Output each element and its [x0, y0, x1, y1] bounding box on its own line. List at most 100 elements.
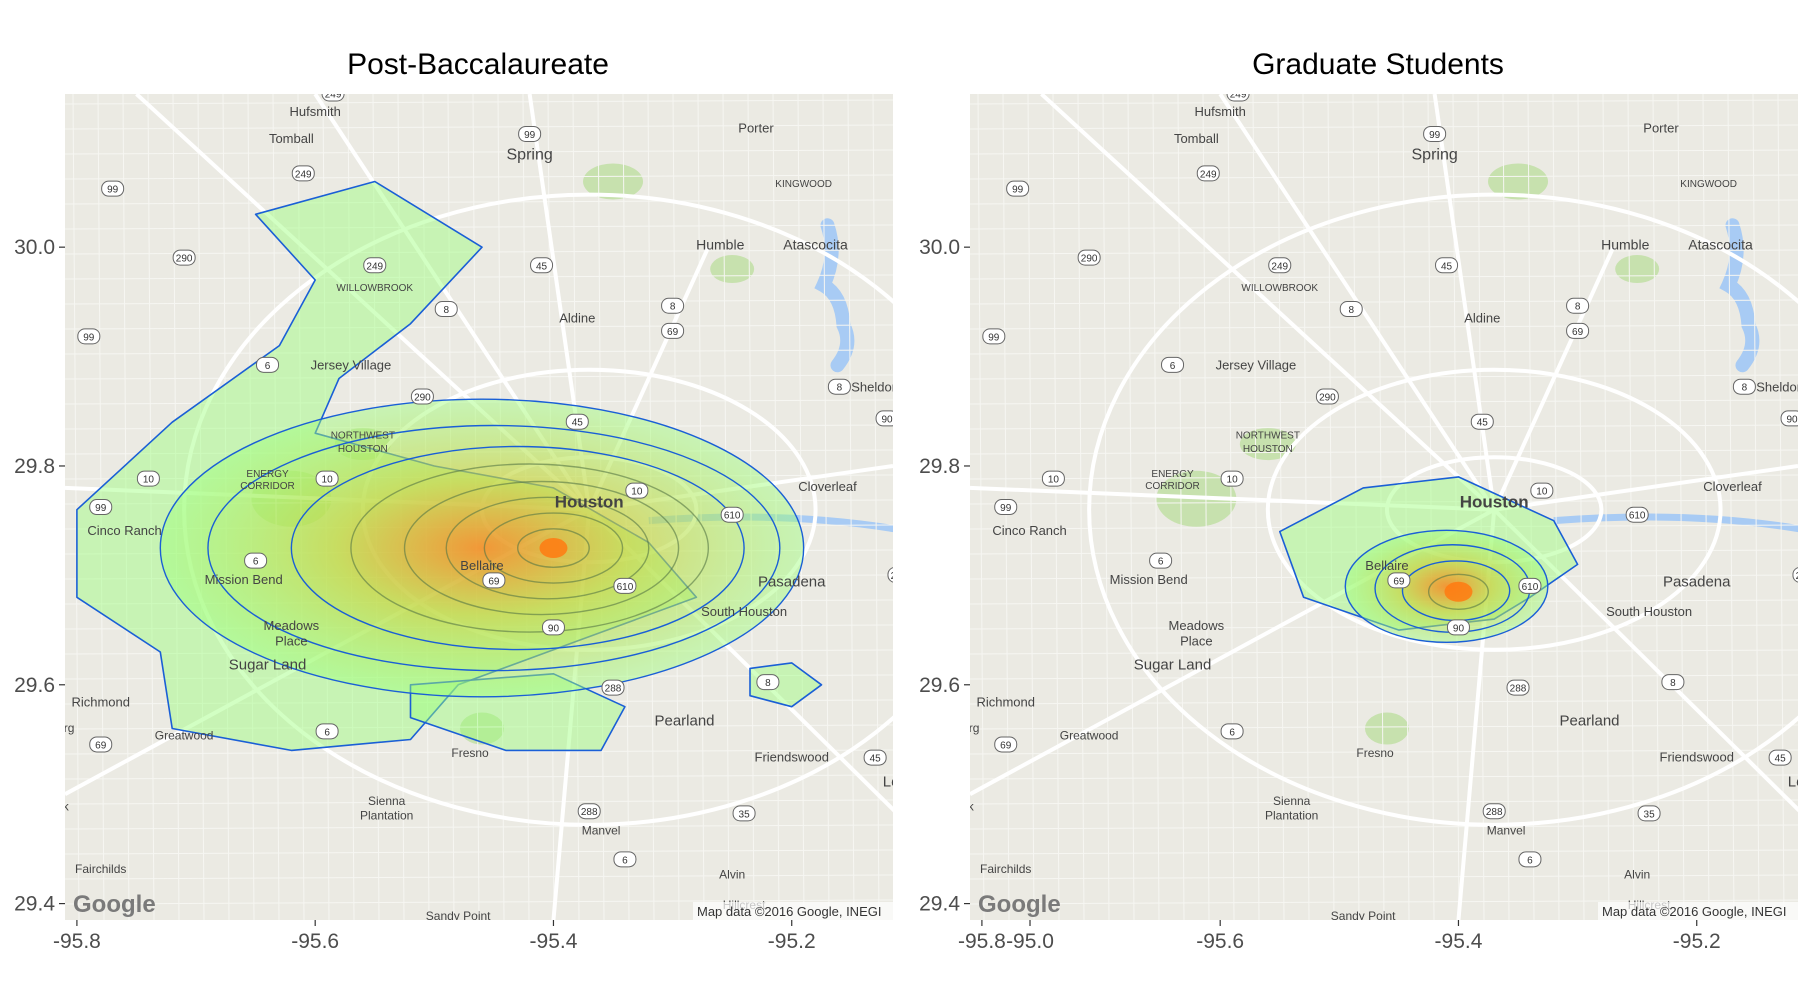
park-area: [1364, 712, 1409, 745]
minor-road: [65, 299, 893, 305]
route-shield: [1530, 482, 1554, 499]
minor-road: [1177, 94, 1185, 920]
route-shield-label: 8: [670, 302, 676, 313]
route-shield: [518, 125, 542, 142]
y-tick-label: 29.8: [14, 455, 55, 478]
place-label: Humble: [1601, 236, 1649, 252]
y-tick-label: 29.6: [14, 674, 55, 697]
place-label: Porter: [1643, 120, 1679, 135]
minor-road: [65, 774, 893, 780]
place-label: Sienna: [368, 794, 406, 808]
place-label: Sandy Point: [426, 909, 491, 923]
route-shield: [994, 499, 1018, 516]
route-shield: [541, 619, 565, 636]
route-shield: [77, 328, 101, 345]
minor-road: [970, 449, 1798, 455]
place-label: Fairchilds: [980, 862, 1031, 876]
route-shield-label: 90: [548, 623, 560, 634]
place-label: nberg: [44, 721, 75, 735]
minor-road: [147, 94, 155, 920]
minor-road: [65, 249, 893, 255]
route-shield-label: 45: [572, 418, 584, 429]
google-logo: Google: [978, 891, 1061, 918]
minor-road: [1152, 94, 1160, 920]
x-tick-label: -95.2: [1673, 930, 1721, 953]
route-shield-label: 290: [414, 393, 431, 404]
place-label: NORTHWEST: [331, 431, 395, 442]
route-shield: [601, 679, 625, 696]
place-label: Fairchilds: [75, 862, 126, 876]
route-shield: [410, 388, 434, 405]
x-tick-label: -95.4: [530, 930, 578, 953]
x-tick-label: -95.0: [1006, 930, 1054, 953]
minor-road: [1352, 94, 1360, 920]
y-tick-label: 29.4: [919, 893, 960, 916]
x-tick-label: -95.8: [958, 930, 1006, 953]
minor-road: [1277, 94, 1285, 920]
map-attribution: Map data ©2016 Google, INEGI: [1602, 904, 1786, 919]
place-label: Cinco Ranch: [87, 523, 161, 538]
park-area: [1615, 255, 1660, 284]
route-shield: [1792, 567, 1798, 583]
minor-road: [1327, 94, 1335, 920]
route-shield: [827, 378, 851, 395]
minor-road: [1102, 94, 1110, 920]
route-shield: [982, 328, 1006, 345]
route-shield-label: 6: [1527, 855, 1533, 866]
minor-road: [970, 199, 1798, 205]
place-label: Sienna: [1273, 794, 1311, 808]
minor-road: [72, 94, 80, 920]
density-peak: [1444, 581, 1473, 602]
route-shield-label: 10: [1048, 475, 1060, 486]
minor-road: [970, 799, 1798, 805]
place-label: nberg: [949, 721, 980, 735]
ring-road: [1087, 192, 1798, 827]
density-contour: [290, 445, 745, 651]
density-contour: [159, 398, 805, 698]
place-label: WILLOWBROOK: [336, 283, 413, 294]
route-shield: [1518, 577, 1542, 594]
minor-road: [970, 499, 1798, 505]
place-label: Greatwood: [155, 728, 214, 742]
minor-road: [970, 224, 1798, 230]
route-shield: [1387, 572, 1411, 589]
route-shield-label: 99: [988, 332, 1000, 343]
minor-road: [970, 174, 1798, 180]
route-shield-label: 99: [1012, 185, 1024, 196]
highway: [1432, 94, 1497, 511]
place-label: Spring: [1412, 147, 1458, 164]
route-shield-label: 99: [83, 332, 95, 343]
route-shield: [994, 736, 1018, 753]
route-shield-label: 90: [881, 414, 893, 425]
route-shield-label: 8: [1575, 302, 1581, 313]
place-label: Meadows: [1169, 618, 1225, 633]
place-label: League City: [1788, 774, 1800, 791]
place-label: Alvin: [1624, 867, 1650, 881]
route-shield-label: 225: [891, 571, 908, 582]
route-shield-label: 610: [724, 511, 741, 522]
minor-road: [1052, 94, 1060, 920]
place-label: Aldine: [1464, 311, 1500, 326]
route-shield-label: 610: [1629, 511, 1646, 522]
route-shield-label: 69: [488, 576, 500, 587]
route-shield-label: 8: [765, 678, 771, 689]
x-tick-label: -95.4: [1435, 930, 1483, 953]
place-label: Cloverleaf: [1703, 479, 1762, 494]
x-tick-label: -95.2: [768, 930, 816, 953]
place-label: Pearland: [1559, 712, 1619, 729]
place-label: Place: [1180, 633, 1213, 648]
park-area: [1488, 163, 1549, 200]
minor-road: [797, 94, 805, 920]
place-label: Alvin: [719, 867, 745, 881]
place-label: KINGWOOD: [775, 179, 832, 190]
minor-road: [970, 925, 1798, 929]
place-label: HOUSTON: [338, 444, 388, 455]
minor-road: [65, 324, 893, 330]
place-label: Fresno: [451, 746, 489, 760]
place-label: Mission Bend: [205, 572, 283, 587]
route-shield: [482, 572, 506, 589]
route-shield-label: 288: [581, 807, 598, 818]
route-shield: [1661, 674, 1685, 691]
route-shield: [1518, 851, 1542, 868]
route-shield-label: 8: [837, 383, 843, 394]
